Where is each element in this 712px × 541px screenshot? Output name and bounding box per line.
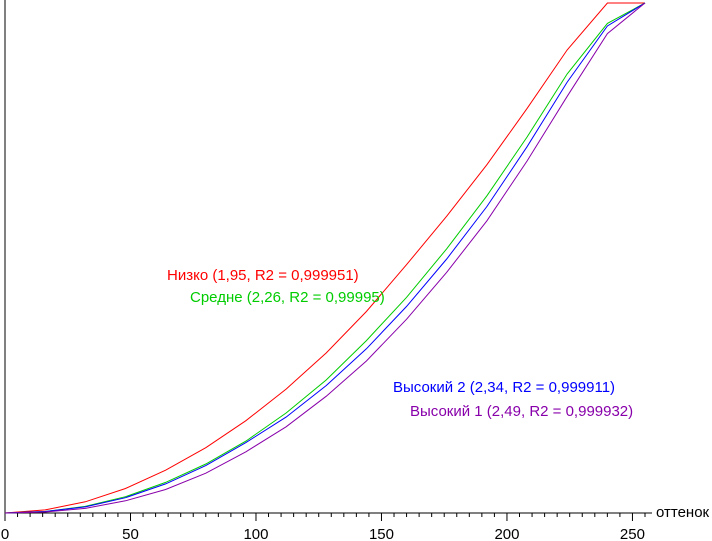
series-label-4: Высокий 1 (2,49, R2 = 0,999932) <box>410 403 633 420</box>
series-label-2: Средне (2,26, R2 = 0,99995) <box>190 289 385 306</box>
x-tick-label: 0 <box>1 526 9 541</box>
series-label-1: Низко (1,95, R2 = 0,999951) <box>167 267 359 284</box>
x-tick-label: 150 <box>369 526 394 541</box>
series-line-1 <box>4 2 645 514</box>
x-axis-label: оттенок <box>656 504 710 521</box>
series-layer <box>4 2 646 514</box>
series-line-2 <box>4 2 646 514</box>
x-tick-label: 250 <box>620 526 645 541</box>
series-labels: Низко (1,95, R2 = 0,999951) Средне (2,26,… <box>167 267 633 420</box>
x-tick-label: 100 <box>243 526 268 541</box>
axes: 0 50 100 150 200 250 <box>1 0 652 541</box>
series-line-4 <box>4 2 646 514</box>
x-tick-label: 50 <box>122 526 139 541</box>
series-line-3 <box>4 2 646 514</box>
series-label-3: Высокий 2 (2,34, R2 = 0,999911) <box>393 379 615 396</box>
x-tick-label: 200 <box>494 526 519 541</box>
